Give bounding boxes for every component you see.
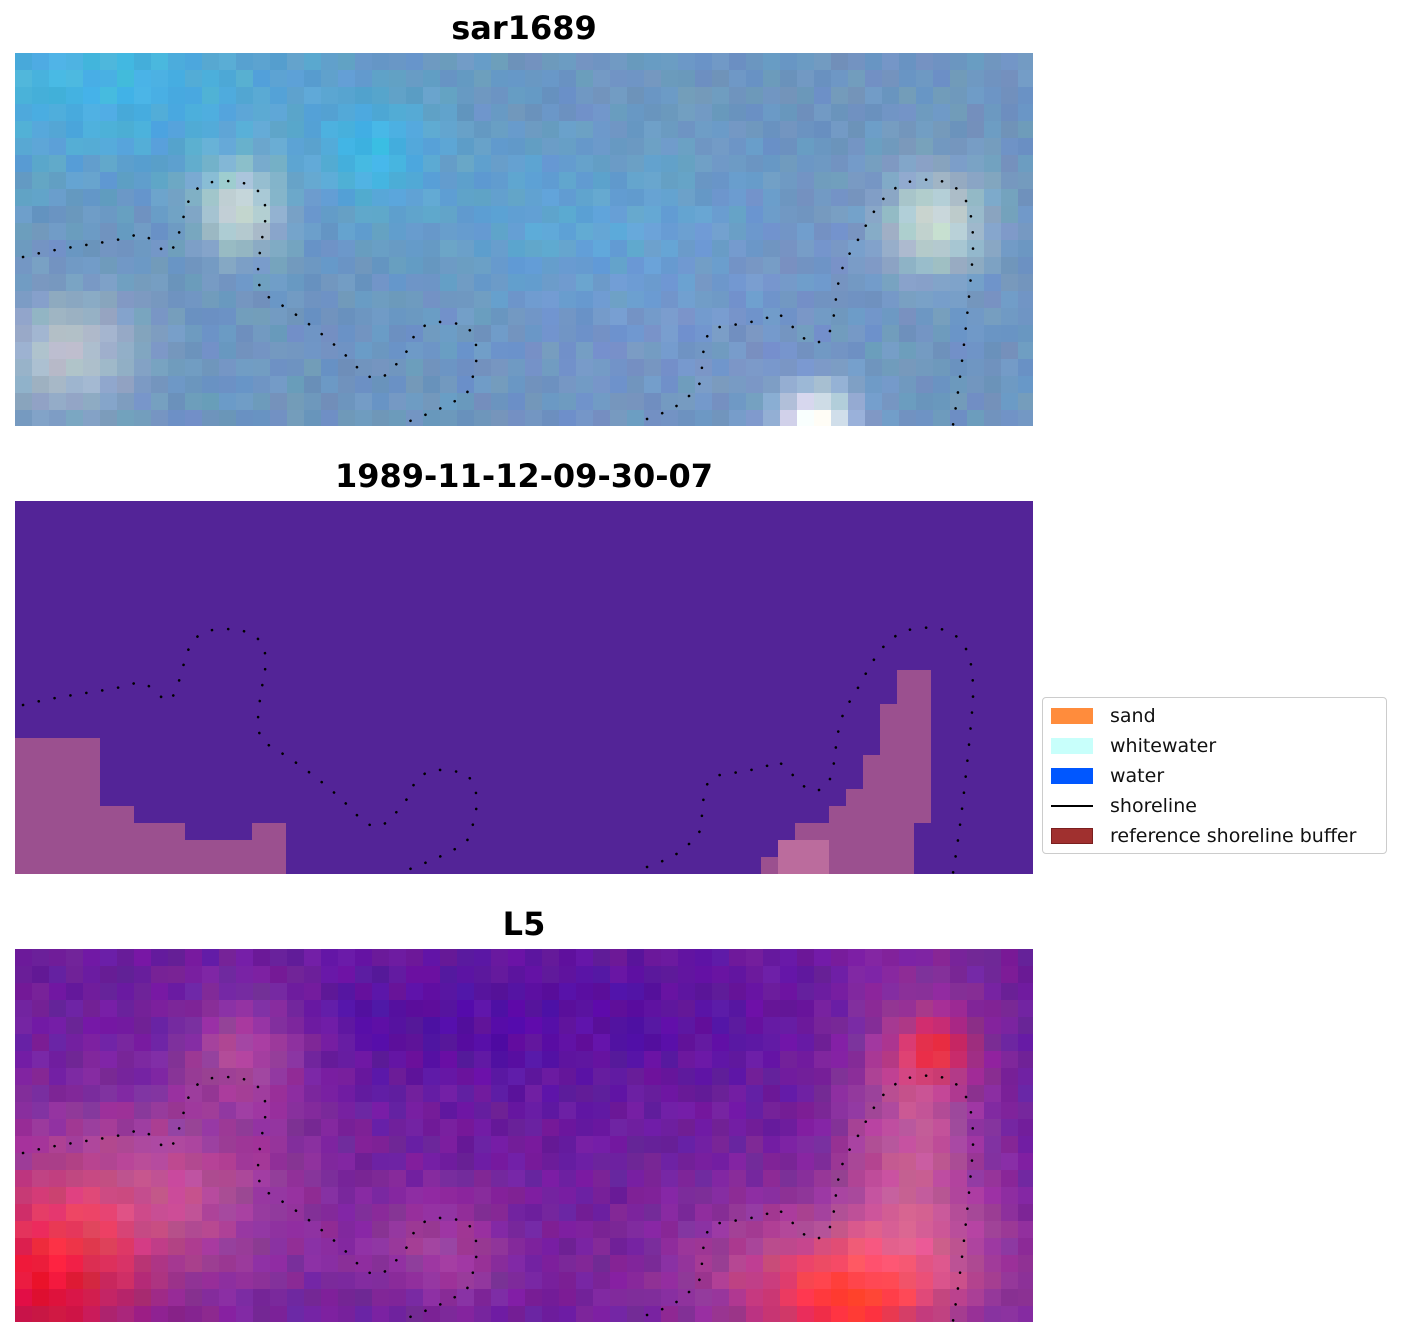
legend-swatch-water <box>1051 768 1093 784</box>
reference-buffer-highlight <box>778 840 829 874</box>
legend-label-shoreline: shoreline <box>1110 795 1197 817</box>
legend-item-shoreline: shoreline <box>1051 794 1197 818</box>
legend-label-whitewater: whitewater <box>1110 735 1217 757</box>
legend-swatch-whitewater <box>1051 738 1093 754</box>
legend-label-water: water <box>1110 765 1165 787</box>
legend-item-water: water <box>1051 764 1164 788</box>
reference-buffer-right <box>761 670 931 874</box>
legend-item-sand: sand <box>1051 704 1156 728</box>
rgb-image <box>15 53 1033 426</box>
legend-label-sand: sand <box>1110 705 1156 727</box>
legend-swatch-shoreline <box>1051 805 1093 807</box>
legend-item-whitewater: whitewater <box>1051 734 1216 758</box>
legend-swatch-sand <box>1051 708 1093 724</box>
rgb-pixels <box>15 53 1033 426</box>
legend-item-reference-buffer: reference shoreline buffer <box>1051 824 1356 848</box>
classified-image <box>15 501 1033 874</box>
classified-image-panel <box>15 501 1033 874</box>
mndwi-image <box>15 949 1033 1322</box>
mndwi-image-panel <box>15 949 1033 1322</box>
mndwi-pixels <box>15 949 1033 1322</box>
panel-title-classified: 1989-11-12-09-30-07 <box>334 457 714 495</box>
legend-label-reference-buffer: reference shoreline buffer <box>1110 825 1357 847</box>
panel-title-rgb: sar1689 <box>451 9 597 47</box>
legend-swatch-reference-buffer <box>1051 828 1093 844</box>
reference-buffer-left <box>15 738 286 874</box>
panel-title-mndwi: L5 <box>502 905 546 943</box>
legend: sand whitewater water shoreline referenc… <box>1042 697 1387 854</box>
rgb-image-panel <box>15 53 1033 426</box>
